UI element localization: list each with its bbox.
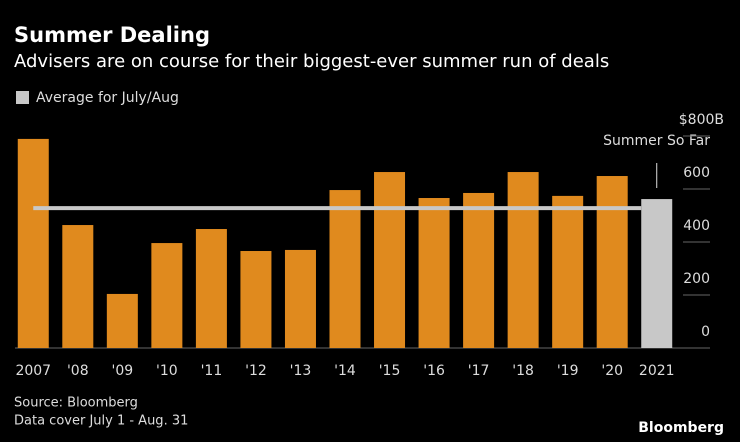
x-tick-label: '19: [557, 363, 579, 379]
chart-title: Summer Dealing: [14, 23, 210, 47]
source: Source: Bloomberg: [14, 396, 138, 411]
bar: [106, 293, 138, 348]
bar: [418, 198, 450, 348]
x-tick-label: '17: [468, 363, 490, 379]
x-tick-label: 2021: [639, 363, 675, 379]
bar: [240, 251, 272, 348]
y-tick-label: 0: [701, 324, 710, 340]
x-tick-label: 2007: [15, 363, 51, 379]
y-tick-label: 400: [683, 218, 710, 234]
bar: [374, 172, 406, 348]
legend-label: Average for July/Aug: [36, 90, 179, 106]
x-tick-label: '14: [334, 363, 356, 379]
bar: [284, 249, 316, 348]
bar: [151, 243, 183, 348]
note: Data cover July 1 - Aug. 31: [14, 414, 188, 429]
x-tick-label: '12: [245, 363, 267, 379]
x-tick-label: '08: [67, 363, 89, 379]
bar: [552, 195, 584, 348]
x-tick-label: '11: [201, 363, 223, 379]
y-tick-label: $800B: [679, 112, 724, 128]
legend-swatch: [16, 91, 29, 104]
bar: [507, 172, 539, 348]
bar: [195, 229, 227, 348]
bar: [596, 176, 628, 348]
brand: Bloomberg: [638, 420, 724, 436]
x-tick-label: '09: [111, 363, 133, 379]
x-tick-label: '13: [290, 363, 312, 379]
y-tick-label: 200: [683, 271, 710, 287]
bar: [641, 199, 673, 348]
annotation: Summer So Far: [603, 133, 710, 149]
bar: [329, 190, 361, 348]
x-tick-label: '18: [512, 363, 534, 379]
x-tick-label: '20: [601, 363, 623, 379]
bar: [62, 225, 94, 348]
x-tick-label: '15: [379, 363, 401, 379]
x-tick-label: '10: [156, 363, 178, 379]
chart-subtitle: Advisers are on course for their biggest…: [14, 51, 609, 72]
bar: [17, 138, 49, 348]
x-tick-label: '16: [423, 363, 445, 379]
y-tick-label: 600: [683, 165, 710, 181]
bar: [463, 192, 495, 348]
